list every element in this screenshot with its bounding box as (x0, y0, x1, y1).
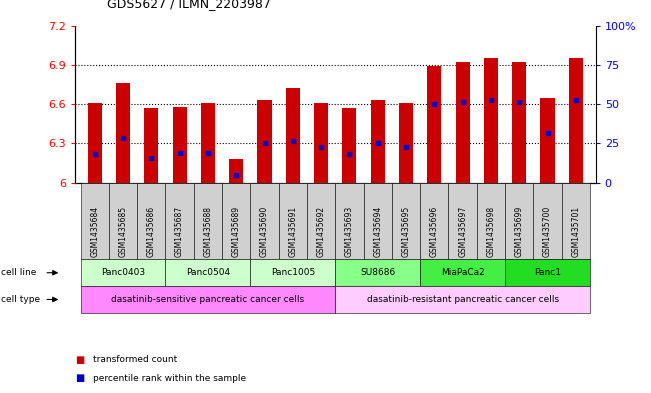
Bar (569, 58, 583, 183)
Text: GSM1435693: GSM1435693 (345, 206, 354, 257)
Text: GSM1435689: GSM1435689 (232, 206, 241, 257)
Bar (229, 159, 243, 183)
Text: MiaPaCa2: MiaPaCa2 (441, 268, 484, 277)
Bar (88, 103, 102, 183)
Text: GDS5627 / ILMN_2203987: GDS5627 / ILMN_2203987 (107, 0, 271, 10)
Bar (484, 58, 498, 183)
Text: dasatinib-sensitive pancreatic cancer cells: dasatinib-sensitive pancreatic cancer ce… (111, 295, 305, 304)
Text: GSM1435699: GSM1435699 (515, 206, 524, 257)
Text: GSM1435684: GSM1435684 (90, 206, 99, 257)
Text: GSM1435690: GSM1435690 (260, 206, 269, 257)
Text: dasatinib-resistant pancreatic cancer cells: dasatinib-resistant pancreatic cancer ce… (367, 295, 559, 304)
Bar (145, 108, 158, 183)
Bar (427, 66, 441, 183)
Bar (456, 62, 470, 183)
Text: GSM1435691: GSM1435691 (288, 206, 298, 257)
Text: ■: ■ (75, 373, 84, 383)
Text: GSM1435687: GSM1435687 (175, 206, 184, 257)
Bar (201, 103, 215, 183)
Text: Panc0504: Panc0504 (186, 268, 230, 277)
Text: GSM1435697: GSM1435697 (458, 206, 467, 257)
Bar (286, 88, 300, 183)
Bar (116, 83, 130, 183)
Bar (314, 103, 328, 183)
Text: GSM1435698: GSM1435698 (486, 206, 495, 257)
Text: Panc1005: Panc1005 (271, 268, 315, 277)
Text: Panc1: Panc1 (534, 268, 561, 277)
Text: GSM1435701: GSM1435701 (572, 206, 580, 257)
Text: GSM1435696: GSM1435696 (430, 206, 439, 257)
Bar (399, 103, 413, 183)
Text: ■: ■ (75, 354, 84, 365)
Text: percentile rank within the sample: percentile rank within the sample (93, 374, 246, 382)
Text: transformed count: transformed count (93, 355, 177, 364)
Text: GSM1435692: GSM1435692 (316, 206, 326, 257)
Text: GSM1435695: GSM1435695 (402, 206, 411, 257)
Text: GSM1435686: GSM1435686 (146, 206, 156, 257)
Text: GSM1435685: GSM1435685 (118, 206, 128, 257)
Text: cell type: cell type (1, 295, 40, 304)
Text: GSM1435700: GSM1435700 (543, 206, 552, 257)
Bar (257, 100, 271, 183)
Bar (540, 97, 555, 183)
Text: GSM1435694: GSM1435694 (373, 206, 382, 257)
Text: cell line: cell line (1, 268, 36, 277)
Bar (370, 100, 385, 183)
Bar (512, 62, 526, 183)
Text: SU8686: SU8686 (360, 268, 395, 277)
Bar (342, 108, 357, 183)
Bar (173, 107, 187, 183)
Text: GSM1435688: GSM1435688 (203, 206, 212, 257)
Text: Panc0403: Panc0403 (101, 268, 145, 277)
